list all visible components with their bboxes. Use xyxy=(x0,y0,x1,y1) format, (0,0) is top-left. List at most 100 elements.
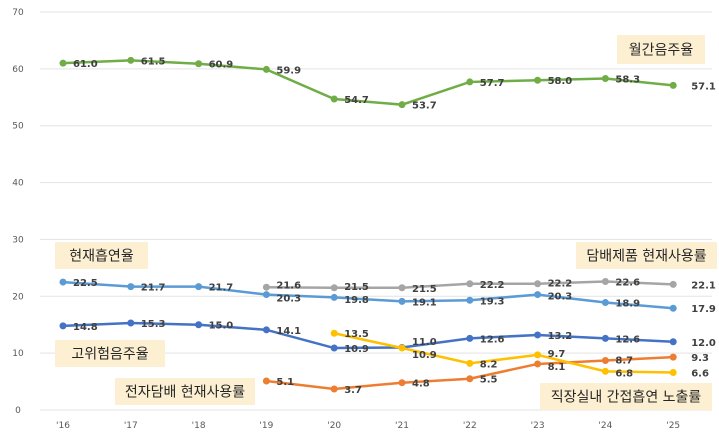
data-label: 21.5 xyxy=(412,284,437,295)
data-label: 4.8 xyxy=(412,379,430,390)
data-label: 8.7 xyxy=(615,355,633,366)
series-label-box xyxy=(55,340,165,367)
data-point xyxy=(59,278,67,286)
data-point xyxy=(127,56,135,64)
data-label: 57.1 xyxy=(691,81,716,92)
data-label: 6.6 xyxy=(691,368,709,379)
data-point xyxy=(466,78,474,86)
data-label: 61.0 xyxy=(73,59,98,70)
data-label: 6.8 xyxy=(615,368,633,379)
data-point xyxy=(601,334,609,342)
x-tick-label: '24 xyxy=(598,421,612,431)
data-labels: 61.0 22.5 14.8 61.5 21.7 15.3 60.9 21.7 15.0 59.9… xyxy=(73,56,716,396)
data-point xyxy=(466,280,474,288)
series-lines xyxy=(59,56,677,393)
data-label: 19.3 xyxy=(480,296,505,307)
data-label: 61.5 xyxy=(141,56,166,67)
data-point xyxy=(534,280,542,288)
data-point xyxy=(127,319,135,327)
data-label: 8.1 xyxy=(548,362,566,373)
data-label: 17.9 xyxy=(691,304,716,315)
data-label: 15.0 xyxy=(209,321,234,332)
y-tick-label: 20 xyxy=(12,292,24,302)
x-tick-label: '18 xyxy=(192,421,206,431)
data-point xyxy=(534,76,542,84)
data-point xyxy=(398,284,406,292)
data-label: 22.5 xyxy=(73,278,98,289)
data-label: 19.8 xyxy=(344,295,369,306)
series-label-box xyxy=(55,242,148,269)
series-label: 고위험음주율 xyxy=(71,347,148,363)
data-point xyxy=(534,291,542,299)
data-label: 14.8 xyxy=(73,322,98,333)
series-label-box xyxy=(540,383,712,410)
x-axis: '16 '17 '18 '19 '20 '21 '22 '23 '24 '25 xyxy=(56,421,680,431)
data-label: 54.7 xyxy=(344,95,369,106)
data-label: 21.7 xyxy=(209,283,234,294)
series-label: 월간음주율 xyxy=(629,43,694,59)
data-label: 19.1 xyxy=(412,297,437,308)
series-line xyxy=(333,332,674,374)
data-point xyxy=(398,379,406,387)
y-axis: 0 10 20 30 40 50 60 70 xyxy=(12,8,24,416)
data-point xyxy=(669,368,677,376)
data-point xyxy=(601,357,609,365)
data-label: 58.0 xyxy=(548,76,573,87)
series-label-box xyxy=(115,378,255,405)
data-label: 58.3 xyxy=(615,75,640,86)
data-point xyxy=(262,326,270,334)
data-label: 14.1 xyxy=(276,326,301,337)
data-label: 18.9 xyxy=(615,299,640,310)
data-point xyxy=(534,360,542,368)
series-line xyxy=(62,59,674,106)
x-tick-label: '22 xyxy=(463,421,477,431)
series-line xyxy=(62,321,674,350)
data-point xyxy=(669,81,677,89)
series-label: 직장실내 간접흡연 노출률 xyxy=(551,390,702,406)
data-point xyxy=(398,101,406,109)
data-point xyxy=(669,280,677,288)
data-point xyxy=(330,293,338,301)
data-label: 53.7 xyxy=(412,101,437,112)
series-label: 담배제품 현재사용률 xyxy=(586,249,706,265)
data-label: 12.0 xyxy=(691,338,716,349)
x-tick-label: '16 xyxy=(56,421,70,431)
data-point xyxy=(534,351,542,359)
data-point xyxy=(669,338,677,346)
data-point xyxy=(669,304,677,312)
data-label: 13.5 xyxy=(344,329,369,340)
data-point xyxy=(398,297,406,305)
data-point xyxy=(330,344,338,352)
data-label: 21.5 xyxy=(344,282,369,293)
data-label: 21.6 xyxy=(276,280,301,291)
data-point xyxy=(195,60,203,68)
data-label: 13.2 xyxy=(548,331,573,342)
y-tick-label: 70 xyxy=(12,8,24,18)
data-label: 22.2 xyxy=(480,280,505,291)
y-tick-label: 30 xyxy=(12,235,24,245)
data-label: 11.0 xyxy=(412,337,437,348)
y-tick-label: 40 xyxy=(12,179,24,189)
data-label: 22.1 xyxy=(691,280,716,291)
x-tick-label: '23 xyxy=(531,421,545,431)
data-point xyxy=(330,95,338,103)
data-point xyxy=(330,284,338,292)
data-point xyxy=(262,65,270,73)
data-point xyxy=(398,344,406,352)
series-line xyxy=(62,280,674,310)
data-label: 15.3 xyxy=(141,319,166,330)
data-label: 20.3 xyxy=(276,293,301,304)
x-tick-label: '19 xyxy=(259,421,273,431)
data-label: 9.3 xyxy=(691,353,709,364)
data-label: 5.1 xyxy=(276,377,294,388)
data-point xyxy=(127,283,135,291)
data-point xyxy=(466,334,474,342)
data-label: 59.9 xyxy=(276,65,301,76)
data-point xyxy=(262,283,270,291)
series-label: 전자담배 현재사용률 xyxy=(125,385,245,401)
data-point xyxy=(59,59,67,67)
data-point xyxy=(534,331,542,339)
data-label: 12.6 xyxy=(480,334,505,345)
data-label: 21.7 xyxy=(141,283,166,294)
